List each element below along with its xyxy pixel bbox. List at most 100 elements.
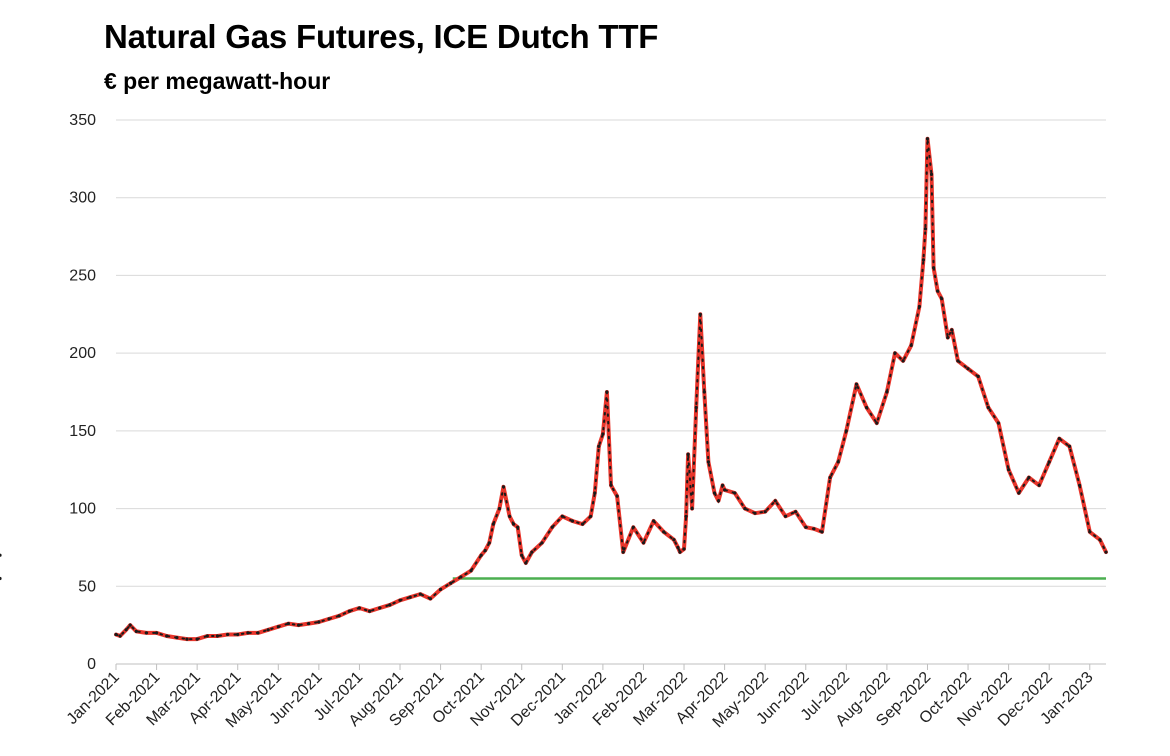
data-point: [609, 483, 613, 487]
data-point: [469, 569, 473, 573]
series-line-ttf: [114, 136, 1108, 642]
data-point: [901, 359, 905, 363]
data-point: [388, 603, 392, 607]
data-point: [854, 382, 859, 386]
data-point: [226, 632, 230, 637]
data-point: [662, 530, 666, 534]
data-point: [986, 405, 990, 410]
data-point: [909, 343, 913, 347]
data-point: [812, 527, 816, 531]
data-point: [185, 637, 189, 641]
data-point: [516, 525, 520, 529]
data-point: [1098, 538, 1102, 542]
data-point: [144, 631, 148, 635]
gridlines: [116, 119, 1106, 665]
data-point: [418, 592, 422, 596]
data-point: [678, 550, 682, 554]
data-point: [155, 631, 159, 635]
data-point: [398, 598, 402, 602]
data-point: [966, 367, 970, 371]
data-point: [501, 485, 506, 489]
data-point: [723, 488, 727, 492]
data-point: [114, 632, 118, 637]
y-tick-label: 350: [69, 112, 96, 129]
data-point: [706, 460, 711, 464]
data-point: [950, 328, 954, 332]
data-point: [124, 628, 128, 632]
data-point: [794, 510, 798, 514]
data-point: [1067, 444, 1072, 448]
data-point: [1017, 491, 1021, 495]
data-point: [530, 550, 534, 554]
data-point: [690, 507, 694, 511]
data-point: [929, 172, 934, 176]
data-point: [128, 623, 132, 627]
data-point: [641, 541, 646, 545]
data-point: [923, 227, 928, 231]
data-point: [236, 632, 240, 637]
data-point: [743, 507, 747, 511]
y-tick-label: 0: [87, 656, 96, 673]
chart-title: Natural Gas Futures, ICE Dutch TTF: [104, 18, 659, 55]
data-point: [540, 541, 544, 545]
data-point: [676, 545, 680, 550]
data-point: [936, 289, 940, 293]
data-point: [317, 620, 321, 624]
data-point: [550, 525, 554, 529]
data-point: [524, 561, 528, 565]
data-point: [286, 622, 290, 626]
data-point: [307, 622, 311, 626]
data-point: [836, 460, 840, 464]
data-point: [520, 553, 524, 557]
data-point: [893, 351, 897, 355]
data-point: [956, 359, 960, 363]
data-point: [1047, 460, 1051, 464]
data-point: [694, 405, 698, 410]
data-point: [820, 530, 824, 534]
data-point: [932, 266, 936, 270]
data-point: [917, 304, 922, 309]
data-point: [511, 522, 516, 526]
data-point: [804, 525, 808, 529]
series-line-markers: [115, 138, 1107, 641]
data-point: [1037, 483, 1041, 487]
data-point: [337, 614, 341, 618]
data-point: [439, 587, 443, 592]
data-point: [773, 499, 777, 503]
data-point: [1078, 483, 1082, 487]
data-point: [1027, 475, 1031, 480]
data-point: [672, 538, 676, 542]
data-point: [589, 514, 593, 518]
data-point: [459, 575, 463, 579]
data-point: [828, 475, 832, 480]
data-point: [684, 514, 688, 518]
data-point: [0, 553, 2, 557]
data-point: [1104, 550, 1108, 554]
data-point: [175, 636, 179, 640]
data-point: [165, 634, 169, 638]
data-point: [497, 507, 501, 511]
data-point: [205, 634, 209, 638]
data-point: [593, 491, 597, 495]
data-point: [327, 617, 331, 621]
data-point: [865, 405, 869, 410]
data-point: [716, 499, 721, 503]
data-point: [721, 483, 725, 487]
chart-subtitle: € per megawatt-hour: [104, 68, 331, 94]
data-point: [698, 312, 702, 316]
data-point: [712, 491, 717, 495]
data-point: [925, 137, 930, 141]
data-point: [0, 576, 2, 581]
data-point: [763, 510, 767, 514]
data-point: [347, 609, 351, 613]
data-point: [946, 336, 950, 340]
data-point: [875, 421, 879, 425]
data-point: [266, 628, 270, 632]
x-axis: Jan-2021Feb-2021Mar-2021Apr-2021May-2021…: [64, 664, 1097, 731]
data-point: [378, 606, 382, 610]
data-point: [733, 491, 737, 495]
data-point: [844, 429, 848, 433]
data-point: [597, 444, 601, 448]
data-point: [491, 522, 495, 526]
data-point: [570, 519, 575, 523]
